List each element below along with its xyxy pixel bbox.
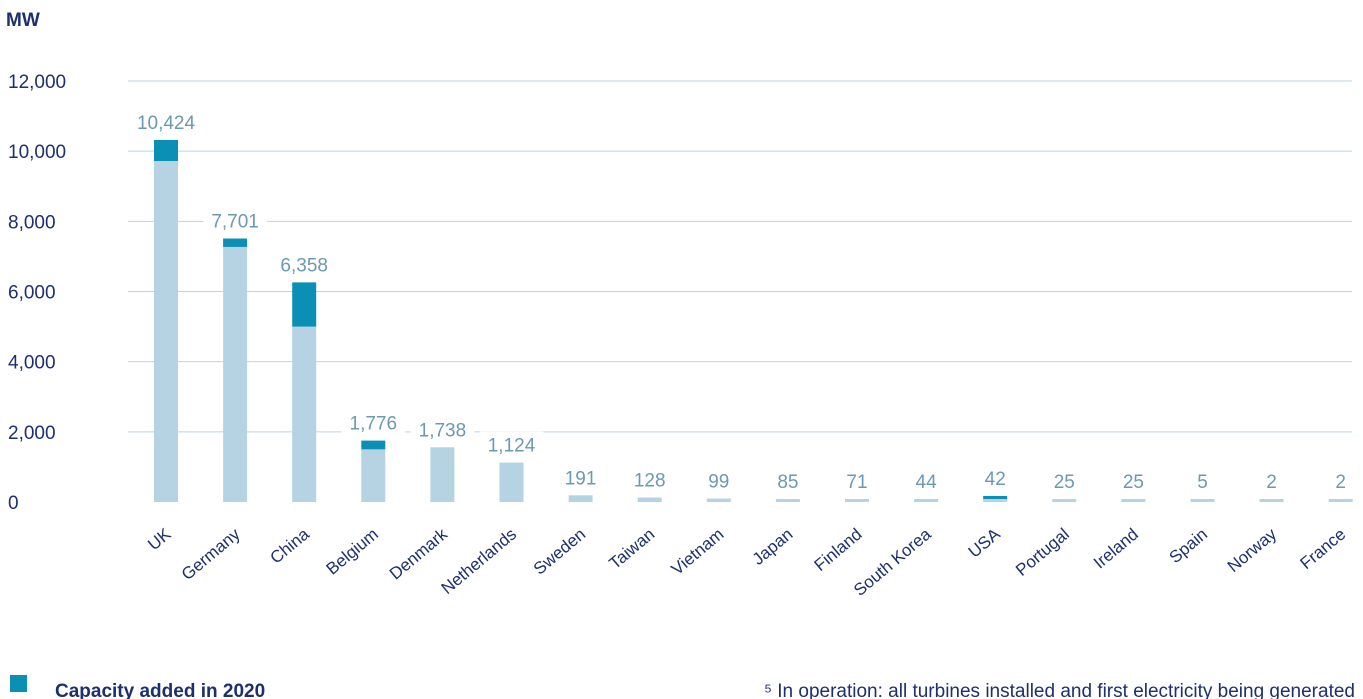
bar-added: [223, 238, 248, 247]
data-label: 1,738: [419, 420, 467, 441]
data-label-bg: [341, 409, 406, 434]
bar-base: [361, 449, 386, 502]
data-label-bg: [769, 468, 807, 492]
data-label-bg: [1045, 468, 1083, 492]
data-label-bg: [1189, 468, 1216, 492]
data-label: 5: [1197, 472, 1208, 493]
data-label-bg: [907, 468, 945, 492]
bar-base: [914, 499, 939, 502]
data-label-bg: [1114, 468, 1152, 492]
y-tick-label: 0: [8, 493, 19, 514]
x-tick-label: France: [1297, 525, 1350, 574]
bar-base: [1052, 499, 1077, 502]
x-tick-label: Germany: [178, 524, 244, 584]
data-label-bg: [203, 207, 267, 232]
bar-base: [1121, 499, 1146, 502]
data-labels: 10,424 7,701 6,358 1,776 1,738 1,124 191 128 99 8…: [128, 108, 1354, 493]
bar-base: [499, 462, 524, 502]
y-axis-label: MW: [6, 10, 40, 31]
x-tick-label: Japan: [749, 525, 797, 569]
x-tick-label: Sweden: [530, 525, 589, 579]
x-tick-label: Vietnam: [668, 525, 728, 579]
bar-added: [292, 282, 317, 327]
footnote: ⁵ In operation: all turbines installed a…: [764, 681, 1355, 699]
data-label: 25: [1123, 472, 1144, 493]
data-label: 99: [708, 472, 729, 493]
x-tick-label: Norway: [1224, 524, 1281, 576]
data-label-bg: [838, 468, 876, 492]
data-label-bg: [128, 108, 204, 133]
x-tick-label: Netherlands: [438, 525, 520, 598]
bar-base: [983, 499, 1008, 502]
gridlines: [128, 80, 1352, 433]
legend-label: Capacity added in 2020: [55, 681, 265, 699]
data-label: 2: [1335, 472, 1346, 493]
x-tick-label: Denmark: [386, 524, 451, 583]
data-label: 1,776: [350, 414, 398, 435]
data-label: 25: [1054, 472, 1075, 493]
bar-added: [361, 440, 386, 450]
y-tick-label: 12,000: [8, 72, 66, 93]
data-label: 1,124: [488, 436, 536, 457]
x-tick-label: Taiwan: [606, 525, 659, 574]
bar-base: [637, 497, 662, 502]
y-tick-label: 10,000: [8, 142, 66, 163]
x-tick-label: South Korea: [850, 524, 935, 600]
x-tick-label: Spain: [1166, 525, 1212, 568]
bar-base: [154, 160, 178, 503]
bars: [154, 139, 1353, 503]
x-tick-label: Ireland: [1090, 525, 1142, 573]
y-tick-label: 4,000: [8, 353, 56, 374]
data-label: 44: [916, 472, 938, 493]
data-label: 7,701: [211, 212, 259, 233]
bar-base: [430, 447, 455, 502]
data-label-bg: [272, 251, 336, 276]
bar-base: [292, 326, 317, 502]
bar-base: [1328, 499, 1353, 502]
data-label: 128: [634, 471, 666, 492]
x-tick-label: Belgium: [323, 525, 382, 579]
x-tick-label: Portugal: [1012, 525, 1073, 580]
bar-added: [154, 139, 178, 161]
data-label-bg: [1258, 468, 1285, 492]
x-tick-label: USA: [965, 524, 1004, 561]
data-label-bg: [1327, 468, 1354, 492]
data-label: 71: [846, 472, 867, 493]
bar-base: [1190, 499, 1215, 502]
bar-base: [223, 246, 248, 502]
y-tick-label: 2,000: [8, 423, 56, 444]
bar-base: [845, 499, 869, 502]
data-label: 42: [985, 469, 1006, 490]
data-label-bg: [625, 466, 674, 491]
data-label-bg: [556, 464, 605, 489]
data-label-bg: [976, 465, 1014, 489]
y-tick-labels: 0 2,000 4,000 6,000 8,000 10,000 12,000: [8, 72, 66, 514]
data-label: 191: [565, 468, 597, 489]
data-label-bg: [479, 431, 544, 456]
bar-added: [983, 496, 1008, 499]
y-tick-label: 8,000: [8, 212, 56, 233]
data-label-bg: [700, 467, 738, 492]
x-tick-label: China: [267, 524, 314, 567]
data-label: 2: [1266, 472, 1277, 493]
x-tick-label: UK: [144, 524, 175, 554]
data-label: 85: [777, 472, 798, 493]
bar-base: [568, 495, 593, 502]
bar-base: [1259, 499, 1284, 502]
legend-swatch: [10, 675, 27, 692]
data-label: 10,424: [137, 113, 196, 134]
x-tick-label: Finland: [811, 525, 866, 575]
data-label-bg: [410, 416, 475, 441]
y-tick-label: 6,000: [8, 283, 56, 304]
bar-base: [706, 498, 731, 502]
data-label: 6,358: [280, 255, 328, 276]
bar-base: [775, 499, 800, 502]
